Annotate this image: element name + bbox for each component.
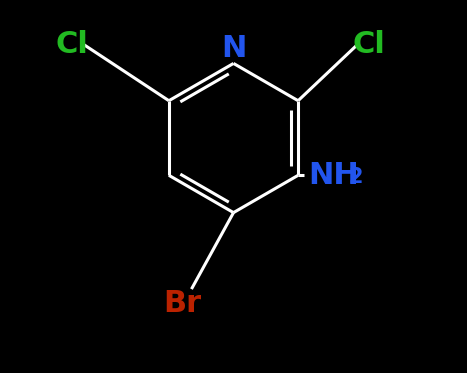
Text: Cl: Cl [56, 30, 89, 59]
Text: N: N [221, 34, 246, 63]
Text: NH: NH [308, 161, 359, 190]
Text: Cl: Cl [353, 30, 385, 59]
Text: 2: 2 [348, 167, 362, 187]
Text: Br: Br [163, 289, 201, 319]
